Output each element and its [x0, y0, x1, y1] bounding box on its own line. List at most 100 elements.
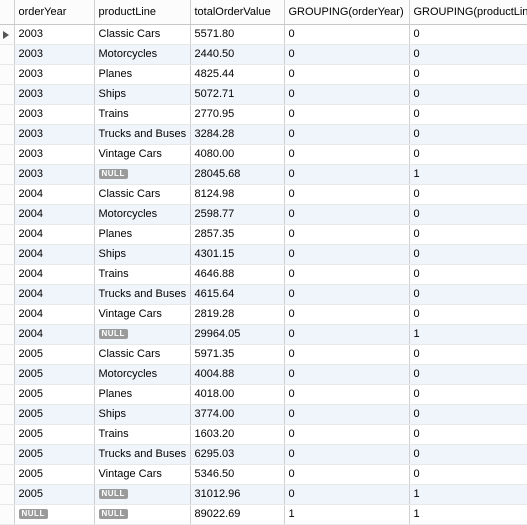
cell-orderyear[interactable]: 2004 [14, 265, 94, 285]
cell-totalordervalue[interactable]: 8124.98 [190, 185, 284, 205]
cell-gyear[interactable]: 0 [284, 465, 409, 485]
row-header[interactable] [0, 85, 14, 105]
cell-gyear[interactable]: 0 [284, 285, 409, 305]
cell-totalordervalue[interactable]: 2440.50 [190, 45, 284, 65]
cell-orderyear[interactable]: 2005 [14, 405, 94, 425]
cell-productline[interactable]: Trains [94, 105, 190, 125]
cell-gline[interactable]: 0 [409, 445, 527, 465]
cell-orderyear[interactable]: 2003 [14, 125, 94, 145]
cell-gline[interactable]: 0 [409, 265, 527, 285]
cell-productline[interactable]: Trucks and Buses [94, 445, 190, 465]
cell-gline[interactable]: 0 [409, 405, 527, 425]
row-header[interactable] [0, 265, 14, 285]
table-row[interactable]: 2005Trains1603.2000 [0, 425, 527, 445]
table-row[interactable]: 2005Planes4018.0000 [0, 385, 527, 405]
cell-gyear[interactable]: 0 [284, 105, 409, 125]
cell-orderyear[interactable]: 2005 [14, 485, 94, 505]
cell-gline[interactable]: 0 [409, 365, 527, 385]
cell-totalordervalue[interactable]: 4018.00 [190, 385, 284, 405]
cell-gline[interactable]: 1 [409, 165, 527, 185]
col-header-grouping-year[interactable]: GROUPING(orderYear) [284, 0, 409, 25]
table-row[interactable]: 2005NULL31012.9601 [0, 485, 527, 505]
cell-totalordervalue[interactable]: 5346.50 [190, 465, 284, 485]
cell-totalordervalue[interactable]: 5072.71 [190, 85, 284, 105]
cell-orderyear[interactable]: 2003 [14, 165, 94, 185]
cell-orderyear[interactable]: 2005 [14, 365, 94, 385]
cell-totalordervalue[interactable]: 28045.68 [190, 165, 284, 185]
cell-orderyear[interactable]: 2004 [14, 325, 94, 345]
cell-orderyear[interactable]: 2003 [14, 85, 94, 105]
table-row[interactable]: 2004Trains4646.8800 [0, 265, 527, 285]
cell-gyear[interactable]: 0 [284, 165, 409, 185]
table-row[interactable]: 2004Trucks and Buses4615.6400 [0, 285, 527, 305]
cell-productline[interactable]: NULL [94, 505, 190, 525]
cell-gyear[interactable]: 0 [284, 145, 409, 165]
cell-orderyear[interactable]: 2005 [14, 425, 94, 445]
cell-productline[interactable]: NULL [94, 165, 190, 185]
cell-totalordervalue[interactable]: 2857.35 [190, 225, 284, 245]
cell-totalordervalue[interactable]: 2598.77 [190, 205, 284, 225]
cell-orderyear[interactable]: 2005 [14, 465, 94, 485]
cell-productline[interactable]: Planes [94, 65, 190, 85]
row-header[interactable] [0, 505, 14, 525]
table-row[interactable]: 2005Vintage Cars5346.5000 [0, 465, 527, 485]
table-row[interactable]: 2003Ships5072.7100 [0, 85, 527, 105]
cell-orderyear[interactable]: 2004 [14, 305, 94, 325]
cell-productline[interactable]: Ships [94, 85, 190, 105]
col-header-grouping-line[interactable]: GROUPING(productLine) [409, 0, 527, 25]
row-header[interactable] [0, 105, 14, 125]
cell-gline[interactable]: 0 [409, 125, 527, 145]
cell-orderyear[interactable]: 2003 [14, 105, 94, 125]
table-row[interactable]: 2003Trains2770.9500 [0, 105, 527, 125]
cell-totalordervalue[interactable]: 1603.20 [190, 425, 284, 445]
row-header[interactable] [0, 185, 14, 205]
cell-productline[interactable]: Motorcycles [94, 365, 190, 385]
cell-totalordervalue[interactable]: 2770.95 [190, 105, 284, 125]
cell-orderyear[interactable]: 2003 [14, 145, 94, 165]
cell-gline[interactable]: 0 [409, 465, 527, 485]
cell-gline[interactable]: 0 [409, 65, 527, 85]
cell-productline[interactable]: Trucks and Buses [94, 125, 190, 145]
row-header[interactable] [0, 365, 14, 385]
cell-gline[interactable]: 0 [409, 85, 527, 105]
table-row[interactable]: 2003Classic Cars5571.8000 [0, 25, 527, 45]
cell-gline[interactable]: 0 [409, 345, 527, 365]
cell-totalordervalue[interactable]: 4080.00 [190, 145, 284, 165]
cell-totalordervalue[interactable]: 3774.00 [190, 405, 284, 425]
table-row[interactable]: 2004NULL29964.0501 [0, 325, 527, 345]
table-row[interactable]: 2005Ships3774.0000 [0, 405, 527, 425]
cell-totalordervalue[interactable]: 2819.28 [190, 305, 284, 325]
cell-totalordervalue[interactable]: 3284.28 [190, 125, 284, 145]
cell-orderyear[interactable]: 2005 [14, 345, 94, 365]
row-header[interactable] [0, 405, 14, 425]
cell-orderyear[interactable]: 2004 [14, 245, 94, 265]
cell-orderyear[interactable]: 2005 [14, 385, 94, 405]
row-header[interactable] [0, 385, 14, 405]
cell-gline[interactable]: 0 [409, 185, 527, 205]
cell-productline[interactable]: Ships [94, 405, 190, 425]
table-row[interactable]: 2005Classic Cars5971.3500 [0, 345, 527, 365]
row-header[interactable] [0, 25, 14, 45]
cell-gline[interactable]: 1 [409, 485, 527, 505]
cell-orderyear[interactable]: 2003 [14, 65, 94, 85]
row-header[interactable] [0, 485, 14, 505]
cell-productline[interactable]: Ships [94, 245, 190, 265]
cell-totalordervalue[interactable]: 5971.35 [190, 345, 284, 365]
col-header-orderyear[interactable]: orderYear [14, 0, 94, 25]
row-header[interactable] [0, 345, 14, 365]
cell-totalordervalue[interactable]: 29964.05 [190, 325, 284, 345]
col-header-totalordervalue[interactable]: totalOrderValue [190, 0, 284, 25]
cell-gyear[interactable]: 0 [284, 185, 409, 205]
row-header[interactable] [0, 225, 14, 245]
cell-productline[interactable]: Trains [94, 425, 190, 445]
cell-totalordervalue[interactable]: 4825.44 [190, 65, 284, 85]
row-header[interactable] [0, 465, 14, 485]
cell-productline[interactable]: Vintage Cars [94, 305, 190, 325]
cell-gyear[interactable]: 0 [284, 265, 409, 285]
table-row[interactable]: 2004Classic Cars8124.9800 [0, 185, 527, 205]
cell-gyear[interactable]: 0 [284, 485, 409, 505]
row-header[interactable] [0, 125, 14, 145]
table-row[interactable]: 2004Vintage Cars2819.2800 [0, 305, 527, 325]
row-header[interactable] [0, 45, 14, 65]
cell-productline[interactable]: Trains [94, 265, 190, 285]
